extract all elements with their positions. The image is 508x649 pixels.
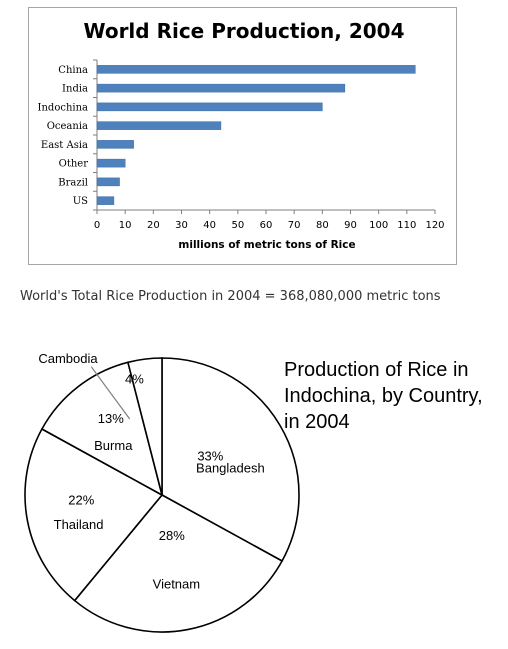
bar-other <box>96 158 126 168</box>
bar-x-tick-label: 110 <box>397 220 416 231</box>
pie-percent-label: 22% <box>68 492 94 507</box>
pie-chart-title: Production of Rice in Indochina, by Coun… <box>284 359 483 433</box>
pie-slice-label: Thailand <box>54 517 104 532</box>
bar-category-label: Brazil <box>58 177 88 188</box>
bar-category-label: East Asia <box>41 140 88 151</box>
total-production-note: World's Total Rice Production in 2004 = … <box>20 289 441 304</box>
pie-slice-label: Bangladesh <box>196 461 265 476</box>
pie-slice-cambodia <box>126 357 163 496</box>
pie-slices: 33%Bangladesh 28% Vietnam 22% Thailand 13% Bur… <box>24 351 300 633</box>
pie-percent-label: 33% <box>197 448 223 463</box>
bar-east-asia <box>96 140 134 149</box>
pie-slice-vietnam <box>73 493 284 633</box>
bar-x-tick-label: 60 <box>260 220 273 231</box>
pie-chart: 33%Bangladesh 28% Vietnam 22% Thailand 13% Bur… <box>24 351 300 633</box>
bar-x-tick-label: 120 <box>425 220 444 231</box>
bar-plot-area: China India Indochina Oceania East Asia Other… <box>38 59 445 231</box>
bar-x-tick-label: 30 <box>175 220 188 231</box>
bar-x-tick-label: 80 <box>316 220 329 231</box>
bar-x-tick-label: 70 <box>288 220 301 231</box>
bar-x-tick-label: 100 <box>369 220 388 231</box>
bar-x-tick-label: 0 <box>94 220 100 231</box>
pie-slice-label: Vietnam <box>153 576 200 591</box>
pie-slice-thailand <box>24 427 164 602</box>
pie-percent-label: 13% <box>98 411 124 426</box>
bar-chart: World Rice Production, 2004 China India In… <box>38 19 445 251</box>
pie-slice-label: Cambodia <box>38 351 98 366</box>
bar-china <box>96 65 416 74</box>
bar-category-label: China <box>58 65 88 76</box>
bar-category-label: US <box>73 196 88 207</box>
bar-x-tick-label: 90 <box>344 220 357 231</box>
cambodia-leader-line <box>90 366 131 420</box>
bar-category-label: Other <box>59 159 89 170</box>
bar-chart-x-axis-label: millions of metric tons of Rice <box>178 239 355 251</box>
bar-x-tick-label: 20 <box>147 220 160 231</box>
bar-oceania <box>96 121 222 130</box>
bar-x-tick-label: 50 <box>231 220 244 231</box>
bar-us <box>96 196 115 205</box>
pie-slice-bangladesh <box>161 357 300 563</box>
bar-category-label: Oceania <box>47 121 88 132</box>
bar-x-tick-label: 10 <box>119 220 132 231</box>
bar-brazil <box>96 177 120 187</box>
bar-india <box>96 83 346 93</box>
bar-indochina <box>96 102 323 112</box>
bar-category-label: Indochina <box>38 102 88 113</box>
bar-category-label: India <box>62 84 88 95</box>
pie-percent-label: 4% <box>125 371 144 386</box>
bar-x-tick-label: 40 <box>203 220 216 231</box>
pie-slice-burma <box>40 361 164 497</box>
pie-percent-label: 28% <box>159 528 185 543</box>
bar-chart-frame: World Rice Production, 2004 China India In… <box>28 7 457 265</box>
bar-chart-title: World Rice Production, 2004 <box>83 19 404 43</box>
pie-slice-label: Burma <box>94 438 133 453</box>
